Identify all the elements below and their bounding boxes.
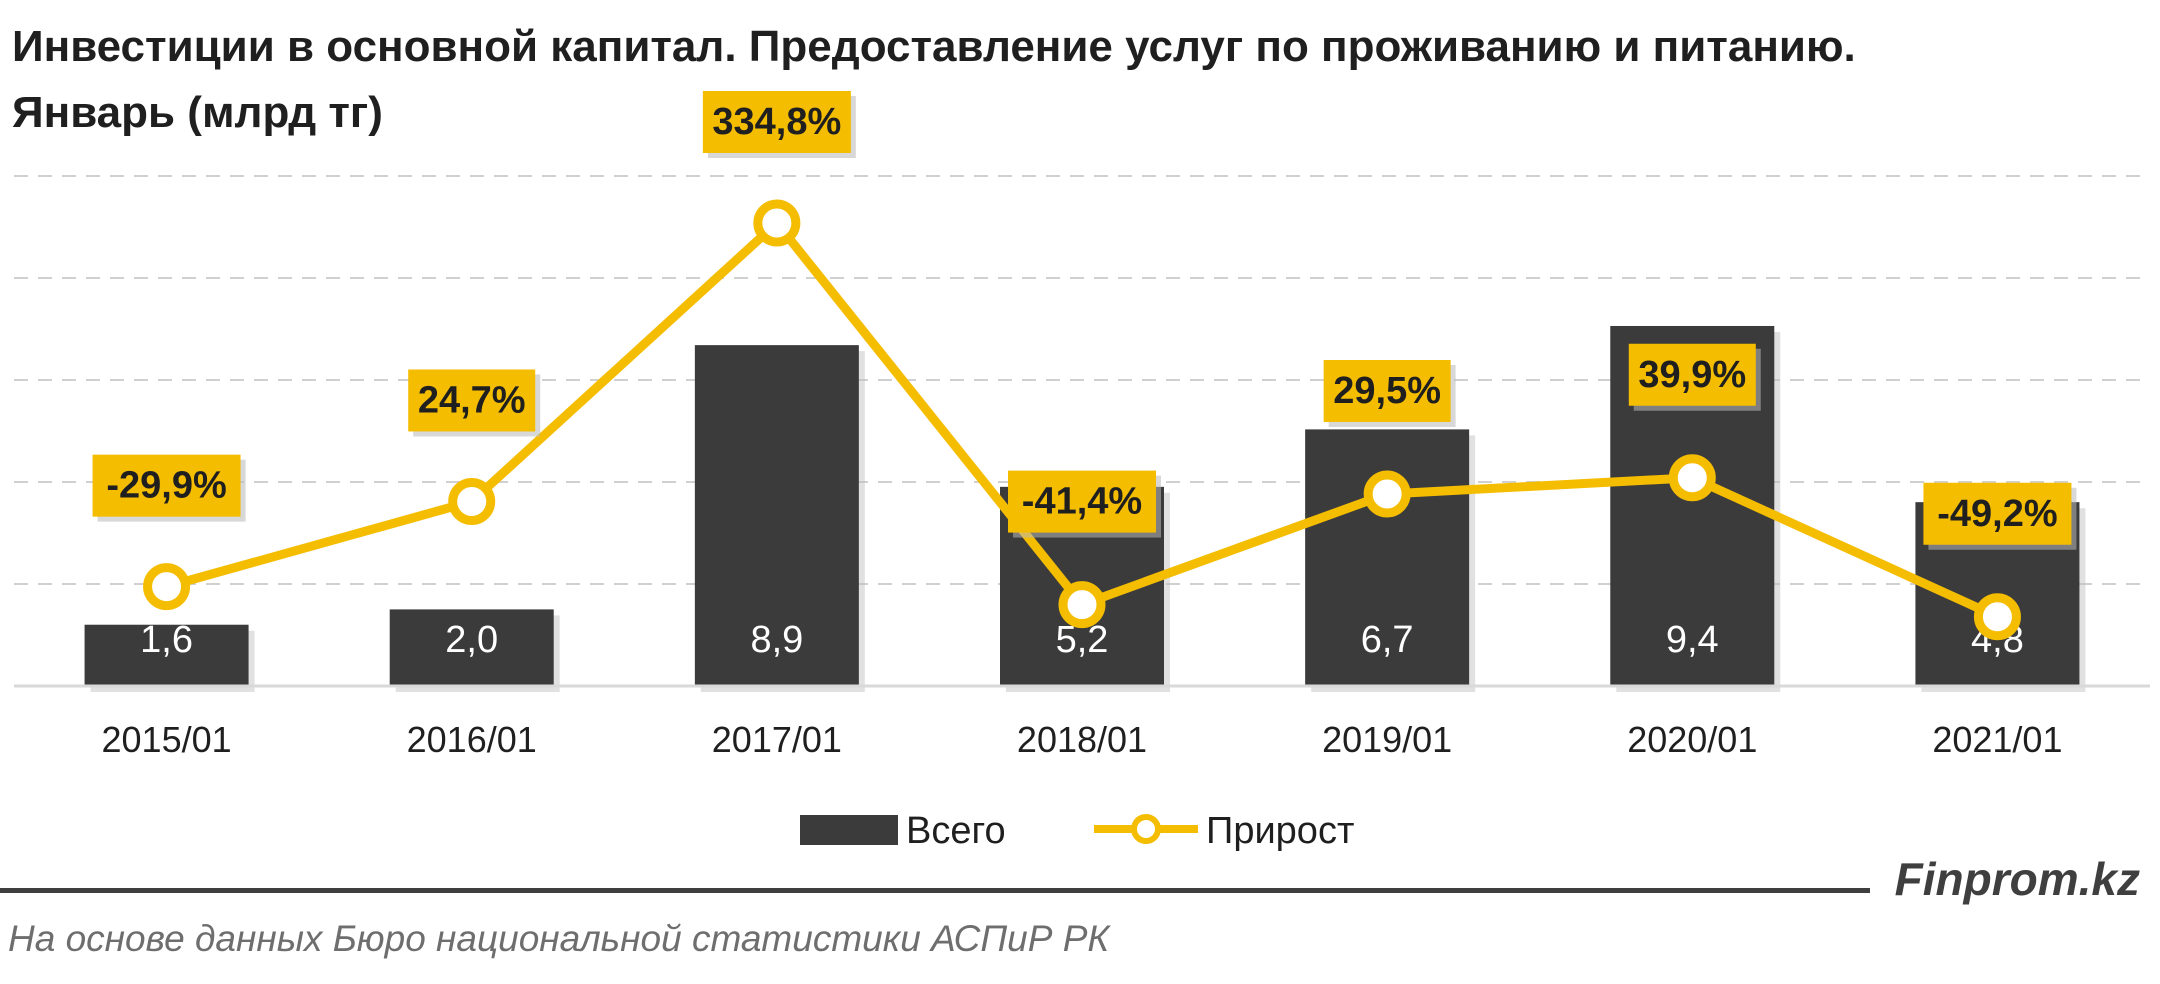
growth-label-box — [92, 454, 241, 517]
growth-label-text: 24,7% — [418, 379, 526, 421]
growth-label: 29,5% — [1323, 359, 1456, 427]
source-note: На основе данных Бюро национальной стати… — [8, 918, 1110, 959]
growth-point-2019/01 — [1363, 470, 1411, 518]
growth-point-2015/01 — [143, 563, 191, 611]
growth-label-box — [1628, 343, 1756, 406]
x-tick-label: 2017/01 — [712, 719, 842, 760]
bar-value-label: 8,9 — [750, 619, 803, 661]
legend-item-total: Всего — [800, 810, 1006, 852]
chart-title: Инвестиции в основной капитал. Предостав… — [12, 14, 1856, 146]
x-tick-label: 2019/01 — [1322, 719, 1452, 760]
bar-2015/01 — [84, 624, 249, 686]
growth-label-box — [702, 90, 851, 153]
growth-label-text: -29,9% — [106, 465, 226, 507]
x-tick-label: 2021/01 — [1932, 719, 2062, 760]
growth-point-2018/01 — [1058, 581, 1106, 629]
growth-label-box — [1323, 359, 1451, 422]
legend-swatch-bar — [800, 815, 898, 845]
growth-label: -29,9% — [92, 454, 246, 522]
growth-label-text: 39,9% — [1638, 354, 1746, 396]
growth-label-text: -49,2% — [1937, 493, 2057, 535]
chart-title-line1: Инвестиции в основной капитал. Предостав… — [12, 22, 1856, 71]
legend-swatch-marker — [1131, 814, 1161, 844]
chart-title-line2: Январь (млрд тг) — [12, 88, 383, 137]
x-tick-label: 2016/01 — [407, 719, 537, 760]
bar-2016/01 — [389, 609, 554, 686]
growth-point-2016/01 — [448, 477, 496, 525]
growth-label-text: -41,4% — [1022, 481, 1142, 523]
growth-label-text: 29,5% — [1333, 370, 1441, 412]
legend-label-growth: Прирост — [1206, 810, 1354, 852]
growth-label-box — [1923, 482, 2072, 545]
growth-point-2021/01 — [1973, 593, 2021, 641]
legend-label-total: Всего — [906, 810, 1006, 852]
growth-label-text: 334,8% — [712, 101, 841, 143]
growth-point-2020/01 — [1668, 454, 1716, 502]
bar-value-label: 6,7 — [1361, 619, 1414, 661]
bar-value-label: 2,0 — [445, 619, 498, 661]
footer-rule — [0, 888, 1870, 893]
growth-point-2017/01 — [753, 199, 801, 247]
bar-value-label: 9,4 — [1666, 619, 1719, 661]
growth-label: 39,9% — [1628, 343, 1761, 411]
growth-label: 24,7% — [408, 369, 541, 437]
growth-label: -49,2% — [1923, 482, 2077, 550]
bar-value-label: 1,6 — [140, 619, 193, 661]
growth-label: 334,8% — [702, 90, 856, 158]
growth-label: -41,4% — [1008, 470, 1161, 538]
growth-label-box — [408, 369, 536, 432]
legend-item-growth: Прирост — [1094, 810, 1354, 852]
combo-chart: 1,62,08,95,26,79,44,8 -29,9%24,7%334,8%-… — [14, 90, 2150, 852]
x-tick-label: 2015/01 — [102, 719, 232, 760]
brand-logo-text: Finprom.kz — [1894, 853, 2140, 905]
growth-label-box — [1008, 470, 1156, 533]
bar-2017/01 — [694, 345, 859, 686]
x-tick-label: 2018/01 — [1017, 719, 1147, 760]
x-tick-label: 2020/01 — [1627, 719, 1757, 760]
